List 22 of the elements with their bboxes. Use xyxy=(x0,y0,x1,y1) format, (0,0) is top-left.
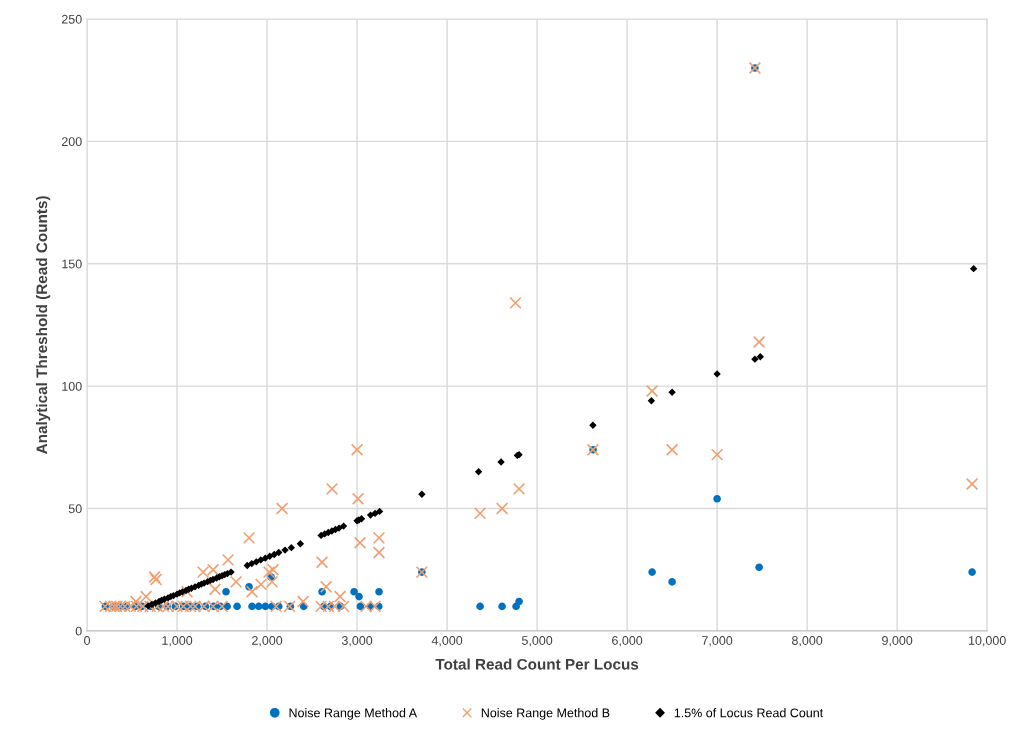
y-tick-label: 0 xyxy=(75,626,82,636)
y-tick-label: 100 xyxy=(62,381,82,391)
x-tick-label: 4,000 xyxy=(431,636,463,647)
y-axis-title: Analytical Threshold (Read Counts) xyxy=(35,196,51,454)
y-tick-label: 250 xyxy=(61,14,82,24)
x-tick-label: 6,000 xyxy=(612,636,643,647)
legend-label: 1.5% of Locus Read Count xyxy=(674,708,824,718)
x-tick-label: 2,000 xyxy=(252,636,283,647)
x-tick-label: 7,000 xyxy=(702,636,733,647)
y-tick-label: 150 xyxy=(62,259,82,269)
y-tick-label: 50 xyxy=(68,504,82,514)
x-tick-label: 1,000 xyxy=(162,636,193,647)
legend-label: Noise Range Method A xyxy=(289,708,418,720)
x-tick-label: 8,000 xyxy=(792,636,823,647)
x-tick-label: 3,000 xyxy=(341,636,373,647)
y-tick-label: 200 xyxy=(61,137,82,147)
x-tick-label: 0 xyxy=(84,636,91,645)
x-axis-title: Total Read Count Per Locus xyxy=(435,658,639,670)
x-tick-label: 10,000 xyxy=(968,636,1006,647)
legend-label: Noise Range Method B xyxy=(481,708,610,720)
x-tick-label: 9,000 xyxy=(882,636,913,647)
x-tick-label: 5,000 xyxy=(521,636,553,647)
